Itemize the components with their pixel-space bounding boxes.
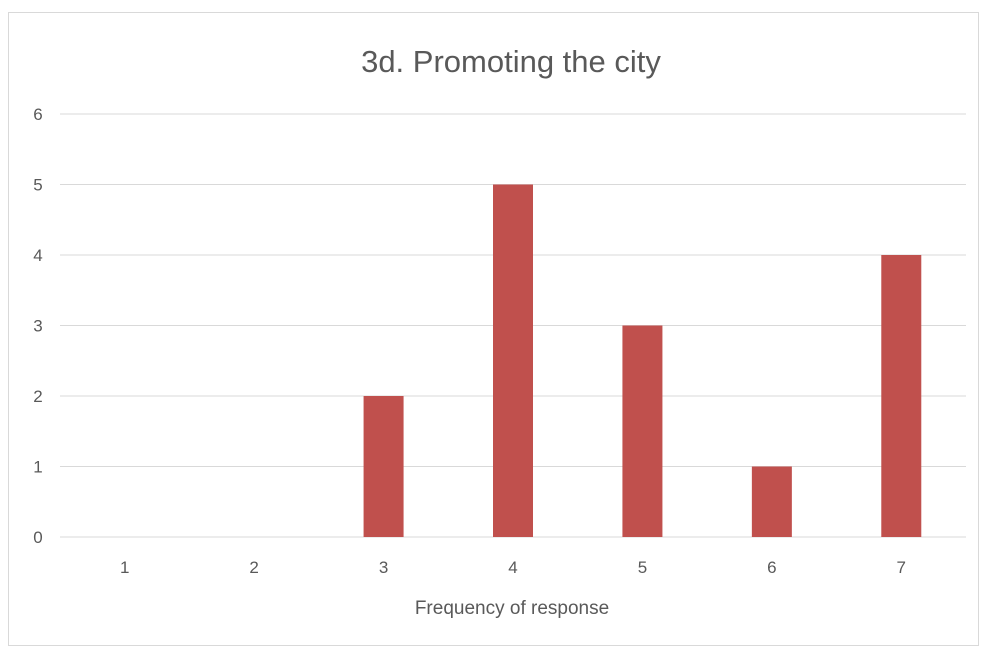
x-tick-label: 1	[120, 558, 129, 577]
x-tick-label: 6	[767, 558, 776, 577]
y-tick-label: 6	[33, 105, 42, 124]
bar	[493, 184, 533, 537]
x-axis-ticks: 1 2 3 4 5 6 7	[120, 558, 906, 577]
y-tick-label: 0	[33, 528, 42, 547]
bar	[363, 396, 404, 537]
y-tick-label: 5	[33, 176, 42, 195]
y-tick-label: 1	[33, 458, 42, 477]
x-tick-label: 5	[638, 558, 647, 577]
y-tick-label: 3	[33, 317, 42, 336]
chart-title: 3d. Promoting the city	[361, 44, 661, 79]
bars	[363, 184, 922, 537]
bar	[622, 325, 663, 537]
x-tick-label: 7	[897, 558, 906, 577]
y-tick-label: 4	[33, 246, 42, 265]
y-tick-label: 2	[33, 387, 42, 406]
x-axis-title: Frequency of response	[415, 598, 609, 619]
x-tick-label: 3	[379, 558, 388, 577]
bar	[881, 255, 922, 537]
y-axis-ticks: 0 1 2 3 4 5 6	[33, 105, 42, 547]
bar	[751, 466, 792, 537]
x-tick-label: 4	[508, 558, 517, 577]
x-tick-label: 2	[249, 558, 258, 577]
